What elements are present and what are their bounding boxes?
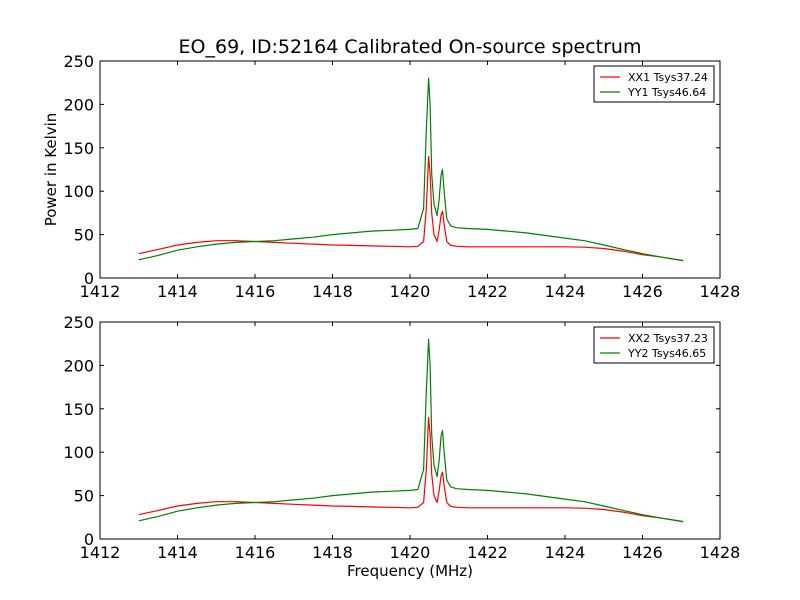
x-tick-label: 1416 xyxy=(235,543,276,562)
x-tick-label: 1422 xyxy=(467,543,508,562)
x-tick-label: 1420 xyxy=(390,543,431,562)
series-line-yy-2 xyxy=(138,338,684,523)
x-tick-label: 1428 xyxy=(700,543,741,562)
legend-entry: XX2 Tsys37.23 xyxy=(628,332,708,345)
y-tick-label: 250 xyxy=(63,313,94,332)
x-tick-label: 1412 xyxy=(80,543,121,562)
legend-entry: YY1 Tsys46.64 xyxy=(627,86,706,99)
x-tick-label: 1412 xyxy=(80,282,121,301)
plot-lines xyxy=(138,77,684,262)
legend: XX1 Tsys37.24 YY1 Tsys46.64 xyxy=(593,65,715,103)
series-line-xx-1 xyxy=(138,155,684,262)
legend-box xyxy=(593,326,715,364)
x-tick-label: 1414 xyxy=(157,543,198,562)
x-tick-label: 1422 xyxy=(467,282,508,301)
series-line-yy-1 xyxy=(138,77,684,262)
y-tick-label: 250 xyxy=(63,52,94,71)
x-axis-label: Frequency (MHz) xyxy=(347,562,473,580)
x-tick-label: 1424 xyxy=(545,282,586,301)
x-tick-label: 1418 xyxy=(312,282,353,301)
y-tick-label: 50 xyxy=(74,226,94,245)
x-tick-label: 1428 xyxy=(700,282,741,301)
x-tick-label: 1418 xyxy=(312,543,353,562)
x-tick-label: 1416 xyxy=(235,282,276,301)
bottom-plot-panel: 1412 1414 1416 1418 1420 1422 1424 1426 1428 0 50 1… xyxy=(63,313,740,580)
y-tick-label: 150 xyxy=(63,139,94,158)
plot-lines xyxy=(138,338,684,523)
y-tick-label: 100 xyxy=(63,182,94,201)
y-tick-label: 0 xyxy=(84,269,94,288)
y-tick-label: 50 xyxy=(74,487,94,506)
chart-title: EO_69, ID:52164 Calibrated On-source spe… xyxy=(179,36,642,58)
x-tick-label: 1420 xyxy=(390,282,431,301)
x-tick-label: 1424 xyxy=(545,543,586,562)
y-tick-label: 200 xyxy=(63,95,94,114)
legend-box xyxy=(593,65,715,103)
legend-entry: YY2 Tsys46.65 xyxy=(627,347,706,360)
y-tick-label: 0 xyxy=(84,530,94,549)
y-tick-label: 200 xyxy=(63,356,94,375)
y-tick-label: 150 xyxy=(63,400,94,419)
x-tick-label: 1414 xyxy=(157,282,198,301)
top-plot-panel: 1412 1414 1416 1418 1420 1422 1424 1426 1428 0 50 1… xyxy=(42,52,740,301)
x-tick-label: 1426 xyxy=(622,282,663,301)
x-tick-label: 1426 xyxy=(622,543,663,562)
series-line-xx-2 xyxy=(138,416,684,523)
legend: XX2 Tsys37.23 YY2 Tsys46.65 xyxy=(593,326,715,364)
y-tick-label: 100 xyxy=(63,443,94,462)
y-axis-label: Power in Kelvin xyxy=(42,113,60,227)
legend-entry: XX1 Tsys37.24 xyxy=(628,71,708,84)
